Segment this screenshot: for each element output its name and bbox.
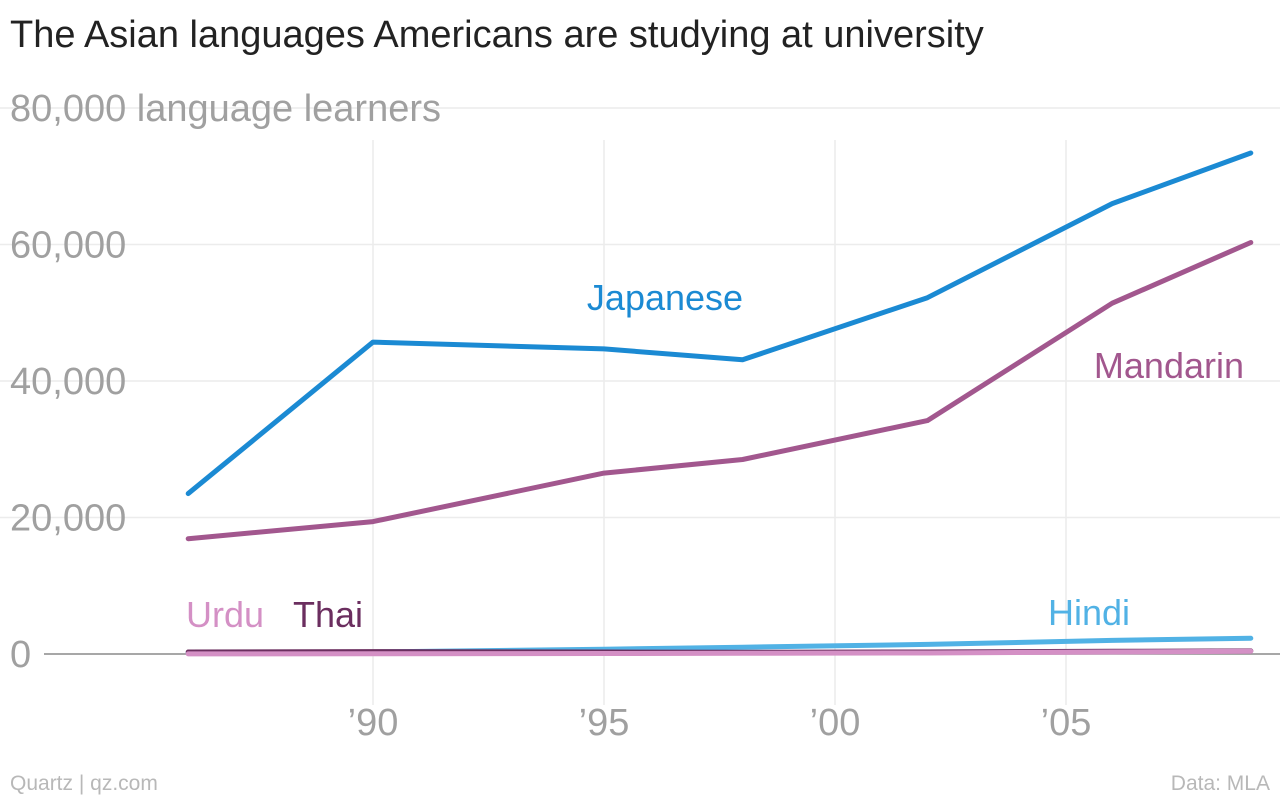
credit-text: Quartz | qz.com (10, 772, 158, 795)
series-line-urdu (185, 648, 1254, 657)
series-label-thai: Thai (293, 594, 363, 635)
series-label-mandarin: Mandarin (1094, 345, 1244, 386)
series-line-mandarin (185, 240, 1254, 542)
x-tick-label: ’00 (810, 702, 861, 744)
series-lines (185, 150, 1254, 657)
series-label-hindi: Hindi (1048, 592, 1130, 633)
grid (0, 107, 1280, 705)
series-line-japanese (185, 150, 1254, 497)
x-axis-ticks: ’90 ’95 ’00 ’05 (348, 702, 1092, 744)
y-axis-ticks: 0 20,000 40,000 60,000 80,000 language learn… (10, 88, 441, 676)
series-label-japanese: Japanese (587, 277, 743, 318)
series-labels: Japanese Mandarin Hindi Thai Urdu (186, 277, 1244, 635)
series-label-urdu: Urdu (186, 594, 264, 635)
chart-title: The Asian languages Americans are studyi… (10, 14, 984, 56)
footer: Quartz | qz.com Data: MLA (10, 772, 1270, 795)
y-tick-label: 60,000 (10, 225, 126, 267)
y-tick-label: 0 (10, 634, 31, 676)
y-tick-label: 40,000 (10, 361, 126, 403)
y-tick-label: 80,000 language learners (10, 88, 441, 130)
source-text: Data: MLA (1171, 772, 1270, 795)
x-tick-label: ’05 (1041, 702, 1092, 744)
x-tick-label: ’90 (348, 702, 399, 744)
y-tick-label: 20,000 (10, 498, 126, 540)
x-tick-label: ’95 (579, 702, 630, 744)
